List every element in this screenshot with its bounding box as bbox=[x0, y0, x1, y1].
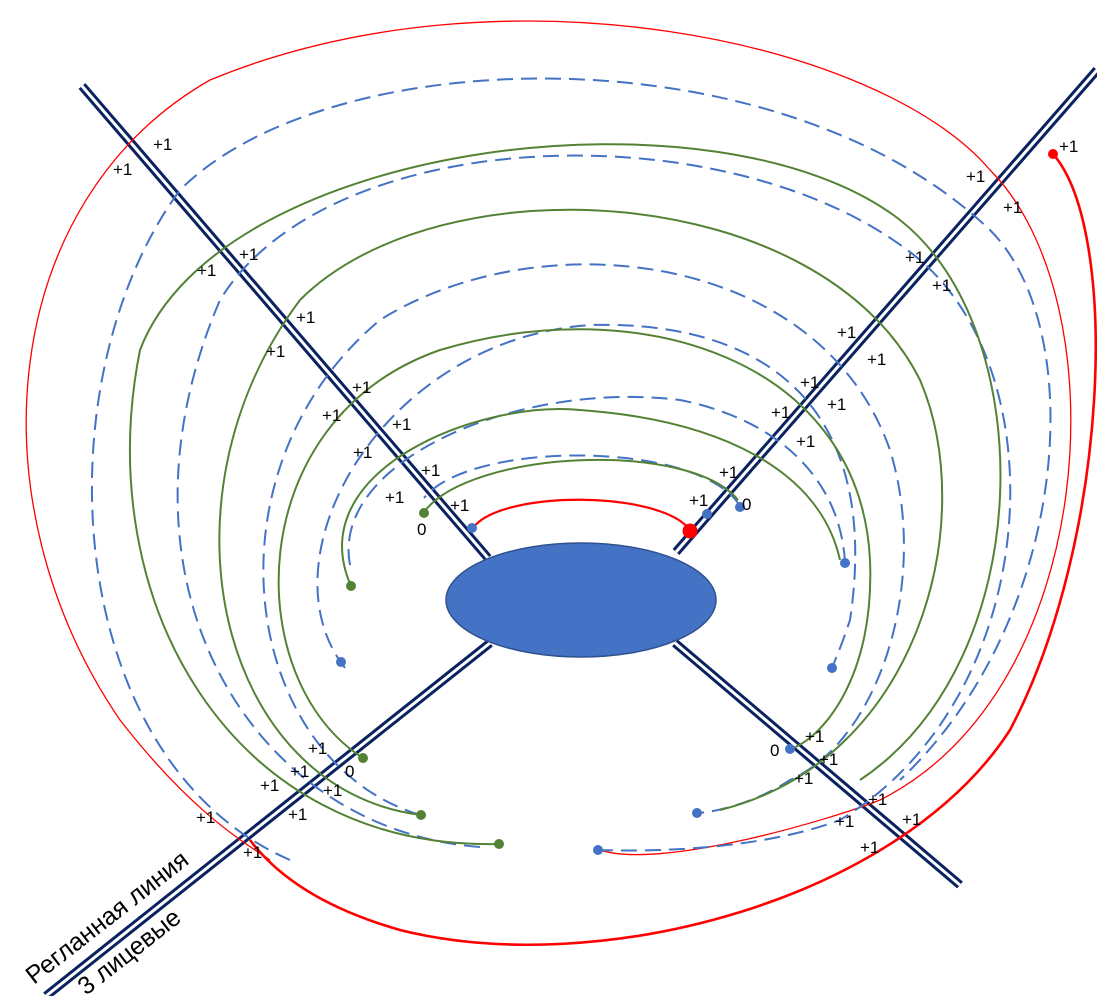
raglan-line-bottom-left bbox=[43, 639, 493, 996]
row-dot bbox=[494, 839, 504, 849]
row-dot bbox=[827, 663, 837, 673]
label-plus-one: +1 bbox=[868, 790, 887, 809]
label-plus-one: +1 bbox=[243, 843, 262, 862]
label-plus-one: +1 bbox=[794, 769, 813, 788]
row-green-4 bbox=[341, 408, 841, 587]
label-plus-one: +1 bbox=[353, 443, 372, 462]
increase-labels: +1 +1 +1 +1 +1 +1 +1 +1 +1 +1 +1 +1 +1 0… bbox=[113, 135, 1078, 862]
row-dot bbox=[785, 744, 795, 754]
label-plus-one: +1 bbox=[771, 403, 790, 422]
label-plus-one: +1 bbox=[308, 739, 327, 758]
row-dot bbox=[416, 810, 426, 820]
label-plus-one: +1 bbox=[1059, 137, 1078, 156]
rows bbox=[91, 77, 1052, 861]
row-blue-3 bbox=[347, 395, 846, 566]
label-plus-one: +1 bbox=[385, 488, 404, 507]
label-plus-one: +1 bbox=[153, 135, 172, 154]
label-plus-one: +1 bbox=[837, 323, 856, 342]
label-plus-one: +1 bbox=[860, 838, 879, 857]
label-plus-one: +1 bbox=[805, 727, 824, 746]
red-thick-strand bbox=[248, 153, 1097, 946]
row-dot bbox=[735, 502, 745, 512]
label-plus-one: +1 bbox=[719, 463, 738, 482]
neck-oval bbox=[445, 542, 717, 658]
label-plus-one: +1 bbox=[819, 750, 838, 769]
label-plus-one: +1 bbox=[392, 415, 411, 434]
row-blue-5 bbox=[316, 323, 857, 669]
label-plus-one: +1 bbox=[796, 432, 815, 451]
blue-start-dot bbox=[467, 523, 477, 533]
row-dot bbox=[419, 508, 429, 518]
row-blue-1 bbox=[423, 454, 741, 507]
red-start-dot-large bbox=[682, 523, 698, 539]
label-plus-one: +1 bbox=[197, 261, 216, 280]
label-plus-one: +1 bbox=[450, 496, 469, 515]
label-plus-one: +1 bbox=[800, 373, 819, 392]
red-outer-loop bbox=[25, 20, 1072, 861]
label-plus-one: +1 bbox=[352, 378, 371, 397]
red-inner-arc bbox=[472, 498, 691, 531]
row-dot bbox=[336, 657, 346, 667]
label-plus-one: +1 bbox=[239, 245, 258, 264]
row-dot bbox=[346, 581, 356, 591]
label-plus-one: +1 bbox=[196, 808, 215, 827]
label-plus-one: +1 bbox=[322, 406, 341, 425]
label-zero: 0 bbox=[742, 495, 751, 514]
label-plus-one: +1 bbox=[296, 308, 315, 327]
label-plus-one: +1 bbox=[421, 461, 440, 480]
label-plus-one: +1 bbox=[902, 810, 921, 829]
label-plus-one: +1 bbox=[932, 276, 951, 295]
row-dot bbox=[840, 558, 850, 568]
row-dot bbox=[593, 845, 603, 855]
label-zero: 0 bbox=[345, 762, 354, 781]
label-plus-one: +1 bbox=[905, 248, 924, 267]
row-green-6 bbox=[277, 328, 872, 759]
label-plus-one: +1 bbox=[113, 160, 132, 179]
red-strand-end-dot bbox=[1048, 149, 1058, 159]
label-plus-one: +1 bbox=[266, 342, 285, 361]
row-dot bbox=[692, 808, 702, 818]
label-plus-one: +1 bbox=[288, 805, 307, 824]
label-plus-one: +1 bbox=[827, 395, 846, 414]
label-plus-one: +1 bbox=[1003, 198, 1022, 217]
row-green-2 bbox=[423, 458, 739, 513]
label-plus-one: +1 bbox=[290, 762, 309, 781]
row-green-10 bbox=[128, 143, 1002, 846]
label-plus-one: +1 bbox=[835, 812, 854, 831]
label-plus-one: +1 bbox=[260, 776, 279, 795]
row-green-8 bbox=[218, 208, 944, 816]
row-blue-11 bbox=[91, 77, 1052, 861]
label-zero: 0 bbox=[417, 520, 426, 539]
label-plus-one: +1 bbox=[966, 167, 985, 186]
label-plus-one: +1 bbox=[323, 781, 342, 800]
row-dot bbox=[702, 509, 712, 519]
row-dot bbox=[358, 753, 368, 763]
row-blue-9 bbox=[176, 154, 1012, 852]
label-plus-one: +1 bbox=[689, 491, 708, 510]
raglan-line-top-right bbox=[672, 67, 1097, 555]
label-zero: 0 bbox=[770, 741, 779, 760]
label-plus-one: +1 bbox=[867, 350, 886, 369]
